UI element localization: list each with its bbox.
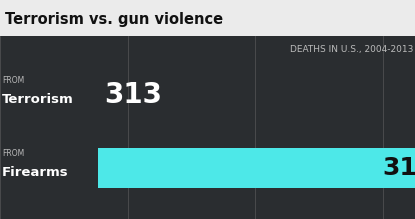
Text: FROM: FROM [2,149,24,158]
Bar [98,148,415,188]
Text: Terrorism: Terrorism [2,93,74,106]
Text: Firearms: Firearms [2,166,69,179]
Text: 313: 313 [104,81,162,109]
Text: DEATHS IN U.S., 2004-2013: DEATHS IN U.S., 2004-2013 [290,45,413,54]
Text: 316,545: 316,545 [383,156,415,180]
Text: FROM: FROM [2,76,24,85]
Text: Terrorism vs. gun violence: Terrorism vs. gun violence [5,12,223,27]
